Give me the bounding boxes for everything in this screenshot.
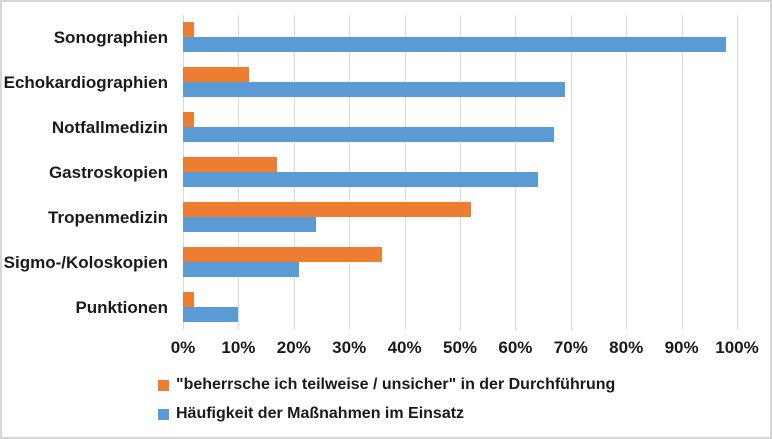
category-row-sonographien: [183, 15, 737, 60]
x-tick-label: 0%: [170, 338, 196, 357]
x-tick-label: 30%: [332, 338, 367, 357]
gridline: [626, 15, 628, 330]
bar-unsicher-sigmo-koloskopien: [183, 247, 383, 262]
legend-swatch-blue-icon: [158, 408, 169, 420]
bar-unsicher-echokardiographien: [183, 67, 250, 82]
bar-einsatz-gastroskopien: [183, 172, 538, 187]
bar-einsatz-sonographien: [183, 37, 726, 52]
x-tick-label: 20%: [276, 338, 311, 357]
plot-area: [183, 15, 738, 330]
bar-einsatz-sigmo-koloskopien: [183, 262, 300, 277]
legend-item-unsicher: "beherrsche ich teilweise / unsicher" in…: [158, 374, 615, 396]
category-row-punktionen: [183, 285, 737, 330]
category-label: Sonographien: [53, 28, 168, 47]
category-label: Notfallmedizin: [51, 118, 168, 137]
x-tick-label: 60%: [498, 338, 533, 357]
bar-einsatz-tropenmedizin: [183, 217, 316, 232]
gridline: [570, 15, 572, 330]
x-tick-label: 40%: [387, 338, 422, 357]
category-label: Punktionen: [75, 298, 168, 317]
legend-label: "beherrsche ich teilweise / unsicher" in…: [176, 376, 616, 393]
x-tick-label: 80%: [609, 338, 644, 357]
category-row-notfallmedizin: [183, 105, 737, 150]
category-label: Gastroskopien: [48, 163, 168, 182]
x-tick-label: 100%: [715, 338, 759, 357]
category-label: Echokardiographien: [3, 73, 168, 92]
bar-einsatz-punktionen: [183, 307, 239, 322]
gridline: [737, 15, 738, 330]
category-axis: Sonographien Echokardiographien Notfallmed…: [2, 15, 168, 330]
x-tick-label: 10%: [221, 338, 256, 357]
legend-swatch-orange-icon: [158, 379, 169, 391]
category-row-tropenmedizin: [183, 195, 737, 240]
category-row-sigmo-koloskopien: [183, 240, 737, 285]
value-axis: 0% 10% 20% 30% 40% 50% 60% 70% 80% 90% 100%: [171, 338, 759, 362]
category-row-echokardiographien: [183, 60, 737, 105]
bar-unsicher-gastroskopien: [183, 157, 278, 172]
x-tick-label: 50%: [442, 338, 478, 357]
bar-unsicher-tropenmedizin: [183, 202, 472, 217]
legend: "beherrsche ich teilweise / unsicher" in…: [158, 374, 615, 432]
bar-einsatz-notfallmedizin: [183, 127, 555, 142]
category-label: Sigmo-/Koloskopien: [3, 253, 168, 272]
gridline: [681, 15, 683, 330]
bar-einsatz-echokardiographien: [183, 82, 566, 97]
bar-unsicher-sonographien: [183, 22, 195, 37]
x-tick-label: 70%: [553, 338, 588, 357]
legend-item-einsatz: Häufigkeit der Maßnahmen im Einsatz: [158, 403, 615, 425]
legend-label: Häufigkeit der Maßnahmen im Einsatz: [176, 405, 465, 422]
category-row-gastroskopien: [183, 150, 737, 195]
category-label: Tropenmedizin: [48, 208, 168, 227]
bar-unsicher-punktionen: [183, 292, 195, 307]
x-tick-label: 90%: [664, 338, 699, 357]
bar-unsicher-notfallmedizin: [183, 112, 195, 127]
